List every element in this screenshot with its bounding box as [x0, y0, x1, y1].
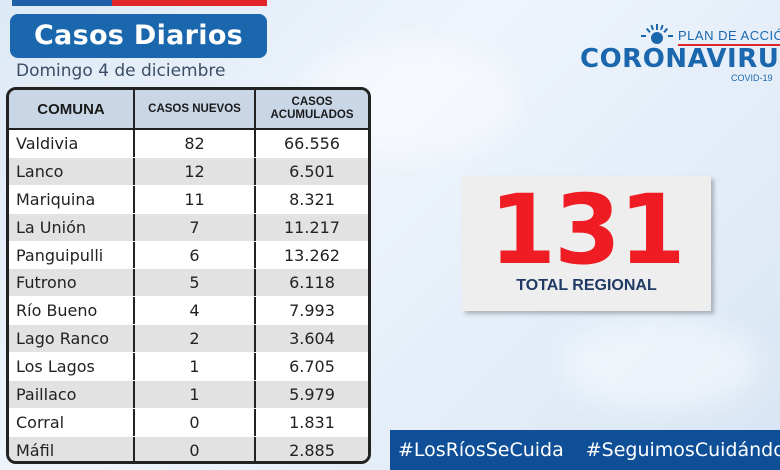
cell-comuna: Futrono [9, 269, 135, 297]
cell-casos-acumulados: 7.993 [289, 301, 335, 321]
plan-accion-logo: PLAN DE ACCIÓN CORONAVIRUS COVID-19 [578, 18, 780, 88]
hashtag-los-rios: #LosRíosSeCuida [398, 439, 564, 461]
cell-comuna: Río Bueno [9, 297, 135, 325]
column-header-casos-acumulados: CASOS ACUMULADOS [256, 90, 368, 128]
cell-casos-nuevos: 12 [135, 157, 256, 185]
column-header-line-1: CASOS [291, 96, 333, 108]
cell-casos-nuevos: 4 [135, 297, 256, 325]
hashtag-bar: #LosRíosSeCuida #SeguimosCuidándonos [390, 430, 780, 470]
cell-casos-acumulados: 11.217 [284, 217, 340, 237]
table-row: Panguipulli 6 13.262 [9, 241, 368, 270]
table-row: Máfil 0 2.885 [9, 436, 368, 461]
cell-casos-acumulados: 6.705 [289, 357, 335, 377]
table-row: Lago Ranco 2 3.604 [9, 325, 368, 354]
cell-comuna: Panguipulli [9, 241, 135, 269]
logo-plan-text: PLAN DE ACCIÓN [678, 28, 780, 43]
column-header-comuna: COMUNA [9, 90, 135, 128]
table-row: Valdivia 82 66.556 [9, 130, 368, 158]
date-label: Domingo 4 de diciembre [16, 61, 226, 81]
logo-rule [678, 44, 780, 46]
cell-casos-acumulados: 66.556 [284, 133, 340, 153]
table-body: Valdivia 82 66.556 Lanco 12 6.501 Mariquina 11 8… [9, 130, 368, 461]
flag-stripe-red [112, 0, 267, 6]
cell-comuna: La Unión [9, 213, 135, 241]
cell-casos-nuevos: 11 [135, 185, 256, 213]
background-cloud [560, 320, 760, 410]
cases-table: COMUNA CASOS NUEVOS CASOS ACUMULADOS Val… [6, 87, 371, 464]
cell-casos-acumulados: 5.979 [289, 384, 335, 404]
cell-casos-nuevos: 2 [135, 325, 256, 353]
cell-comuna: Lago Ranco [9, 325, 135, 353]
column-header-line-2: ACUMULADOS [270, 109, 354, 121]
cell-comuna: Valdivia [9, 130, 135, 157]
cell-casos-nuevos: 6 [135, 241, 256, 269]
hashtag-seguimos: #SeguimosCuidándonos [585, 439, 780, 461]
cell-casos-nuevos: 82 [135, 130, 256, 157]
column-header-casos-nuevos: CASOS NUEVOS [135, 90, 256, 128]
page-title: Casos Diarios [10, 14, 267, 58]
cell-casos-nuevos: 0 [135, 436, 256, 461]
cell-casos-acumulados: 6.118 [289, 273, 335, 293]
cell-comuna: Los Lagos [9, 353, 135, 381]
cell-casos-acumulados: 8.321 [289, 189, 335, 209]
table-row: Río Bueno 4 7.993 [9, 297, 368, 326]
table-row: Lanco 12 6.501 [9, 157, 368, 186]
cell-comuna: Corral [9, 408, 135, 436]
cell-comuna: Paillaco [9, 381, 135, 408]
cell-casos-acumulados: 2.885 [289, 440, 335, 460]
cell-comuna: Máfil [9, 436, 135, 461]
flag-stripe [12, 0, 267, 6]
table-row: Mariquina 11 8.321 [9, 185, 368, 214]
cell-casos-nuevos: 7 [135, 213, 256, 241]
cell-casos-nuevos: 1 [135, 381, 256, 408]
cell-comuna: Mariquina [9, 185, 135, 213]
table-row: Los Lagos 1 6.705 [9, 353, 368, 382]
table-header: COMUNA CASOS NUEVOS CASOS ACUMULADOS [9, 90, 368, 130]
cell-casos-acumulados: 6.501 [289, 161, 335, 181]
cell-casos-acumulados: 3.604 [289, 329, 335, 349]
cell-casos-acumulados: 13.262 [284, 245, 340, 265]
logo-coronavirus-text: CORONAVIRUS [580, 44, 780, 74]
cell-casos-nuevos: 5 [135, 269, 256, 297]
total-label: TOTAL REGIONAL [516, 277, 657, 294]
table-row: Paillaco 1 5.979 [9, 381, 368, 409]
sun-rays-icon [641, 24, 673, 44]
table-row: La Unión 7 11.217 [9, 213, 368, 242]
cell-casos-acumulados: 1.831 [289, 412, 335, 432]
logo-covid-text: COVID-19 [731, 73, 773, 83]
table-row: Futrono 5 6.118 [9, 269, 368, 298]
table-row: Corral 0 1.831 [9, 408, 368, 437]
total-card: 131 TOTAL REGIONAL [462, 176, 711, 311]
total-value: 131 [489, 174, 685, 286]
cell-comuna: Lanco [9, 157, 135, 185]
cell-casos-nuevos: 0 [135, 408, 256, 436]
cell-casos-nuevos: 1 [135, 353, 256, 381]
flag-stripe-blue [12, 0, 112, 6]
